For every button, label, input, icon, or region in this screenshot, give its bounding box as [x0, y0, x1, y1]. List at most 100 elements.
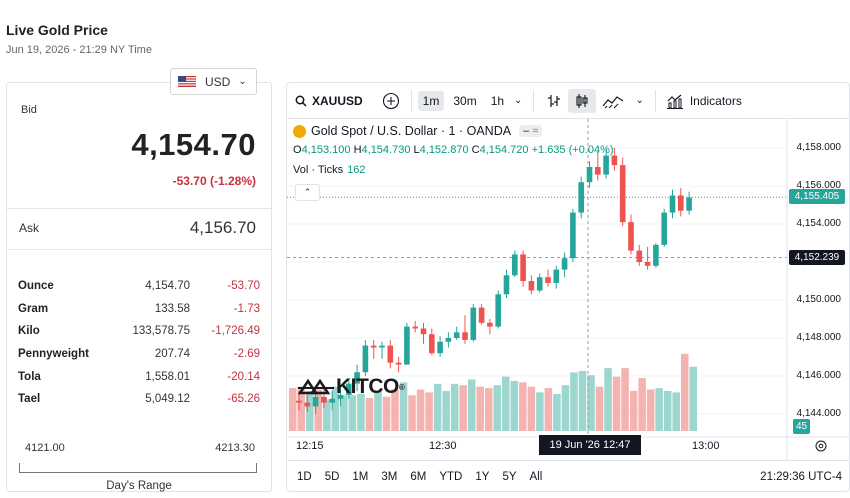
chevron-down-icon: ⌄: [238, 76, 247, 87]
interval-1h[interactable]: 1h: [490, 93, 505, 108]
volume-bar: [561, 385, 570, 431]
range-3m[interactable]: 3M: [381, 471, 398, 483]
bar-style-button[interactable]: [540, 89, 568, 113]
candle-body: [337, 395, 344, 399]
bid-change: -53.70 (-1.28%): [172, 174, 256, 188]
volume-bar: [595, 386, 604, 431]
candle-body: [628, 222, 634, 251]
chart-type-dropdown[interactable]: ⌄: [630, 92, 648, 109]
candle-body: [536, 277, 543, 291]
unit-row-tael: Tael 5,049.12 -65.26: [18, 388, 260, 411]
volume-bar: [646, 389, 655, 431]
ask-value: 4,156.70: [189, 218, 256, 237]
interval-dropdown[interactable]: ⌄: [509, 92, 527, 109]
volume-bar: [459, 385, 467, 431]
page-datetime: Jun 19, 2026 - 21:29 NY Time: [6, 44, 152, 56]
candle-body: [404, 326, 410, 365]
compare-button[interactable]: [377, 89, 405, 113]
range-1y[interactable]: 1Y: [475, 471, 490, 483]
chart-clock: 21:29:36 UTC-4: [760, 471, 842, 483]
range-1d[interactable]: 1D: [297, 471, 312, 483]
candle-body: [644, 262, 651, 266]
volume-label: Vol · Ticks: [293, 164, 344, 176]
candle-body: [669, 195, 676, 213]
volume-bar: [425, 392, 433, 431]
collapse-legend-button[interactable]: ⌃: [295, 184, 320, 201]
indicators-icon: [666, 94, 683, 109]
price-tick: 4,158.000: [796, 142, 842, 153]
search-icon: [295, 95, 307, 107]
currency-select[interactable]: USD ⌄: [170, 68, 257, 95]
legend-tags[interactable]: – ≈: [519, 125, 543, 137]
unit-row-kilo: Kilo 133,578.75 -1,726.49: [18, 320, 260, 343]
volume-bar: [612, 376, 621, 431]
last-price-tag: 4,155.405: [789, 189, 845, 204]
unit-name: Ounce: [18, 280, 54, 293]
candle-body: [495, 294, 501, 327]
unit-price-table: Ounce 4,154.70 -53.70 Gram 133.58 -1.73 …: [18, 275, 260, 411]
range-5y[interactable]: 5Y: [502, 471, 517, 483]
low-label: L: [413, 144, 420, 156]
chart-legend-title: Gold Spot / U.S. Dollar · 1 · OANDA – ≈: [293, 124, 543, 138]
candles-style-button[interactable]: [568, 88, 597, 113]
range-ytd[interactable]: YTD: [439, 471, 463, 483]
cursor-time-label: 19 Jun '26 12:47: [539, 435, 641, 455]
price-tick: 4,150.000: [796, 294, 842, 305]
range-1m[interactable]: 1M: [352, 471, 369, 483]
range-6m[interactable]: 6M: [410, 471, 427, 483]
volume-bar: [357, 393, 365, 431]
area-style-button[interactable]: [596, 89, 630, 113]
timezone-icon[interactable]: [815, 440, 827, 452]
candle-body: [429, 334, 435, 354]
unit-price: 1,558.01: [145, 370, 190, 383]
bid-label: Bid: [21, 104, 37, 116]
candle-body: [412, 326, 418, 329]
candle-body: [653, 244, 659, 266]
candle-body: [611, 155, 618, 166]
candle-body: [304, 402, 311, 407]
candle-body: [437, 341, 443, 354]
candlestick-chart[interactable]: [287, 119, 850, 461]
range-5d[interactable]: 5D: [324, 471, 340, 483]
volume-bar: [433, 383, 442, 431]
unit-row-pennyweight: Pennyweight 207.74 -2.69: [18, 343, 260, 366]
unit-price: 133.58: [154, 302, 190, 315]
unit-row-gram: Gram 133.58 -1.73: [18, 298, 260, 321]
candle-body: [395, 362, 402, 365]
close-value: 4,154.720: [479, 144, 529, 156]
symbol-search[interactable]: XAUUSD: [295, 94, 363, 108]
volume-bar: [587, 375, 595, 431]
divider: [7, 208, 271, 209]
interval-30m[interactable]: 30m: [453, 93, 477, 108]
unit-name: Kilo: [18, 325, 40, 338]
quote-panel: Bid 4,154.70 -53.70 (-1.28%) Ask 4,156.7…: [6, 82, 272, 492]
chevron-up-icon: ⌃: [303, 187, 312, 197]
indicators-button[interactable]: Indicators: [666, 92, 742, 110]
volume-bar: [374, 390, 382, 431]
volume-bar: [416, 389, 425, 431]
candle-body: [528, 281, 535, 291]
unit-change: -2.69: [233, 348, 260, 361]
candle-body: [553, 269, 560, 283]
indicators-label: Indicators: [689, 93, 742, 108]
currency-value: USD: [205, 74, 231, 89]
minus-icon: –: [523, 125, 530, 137]
candle-body: [520, 254, 526, 281]
volume-bar: [527, 386, 536, 431]
range-all[interactable]: All: [529, 471, 543, 483]
volume-bar: [450, 383, 459, 431]
price-chart-widget: XAUUSD 1m 30m 1h ⌄ ⌄ Indicators Gold Spo…: [286, 82, 850, 492]
unit-row-tola: Tola 1,558.01 -20.14: [18, 365, 260, 388]
high-value: 4,154.730: [361, 144, 411, 156]
volume-bar: [408, 395, 416, 431]
price-tick: 4,144.000: [796, 408, 842, 419]
volume-bar: [680, 353, 689, 431]
candle-body: [312, 396, 319, 407]
cursor-price-tag: 4,152.239: [789, 250, 845, 265]
day-range-label: Day's Range: [106, 480, 172, 492]
candle-body: [354, 372, 360, 384]
ohlc-values: O4,153.100 H4,154.730 L4,152.870 C4,154.…: [293, 144, 614, 156]
candle-body: [595, 167, 601, 175]
interval-1m[interactable]: 1m: [417, 90, 445, 111]
volume-bar: [544, 388, 553, 431]
